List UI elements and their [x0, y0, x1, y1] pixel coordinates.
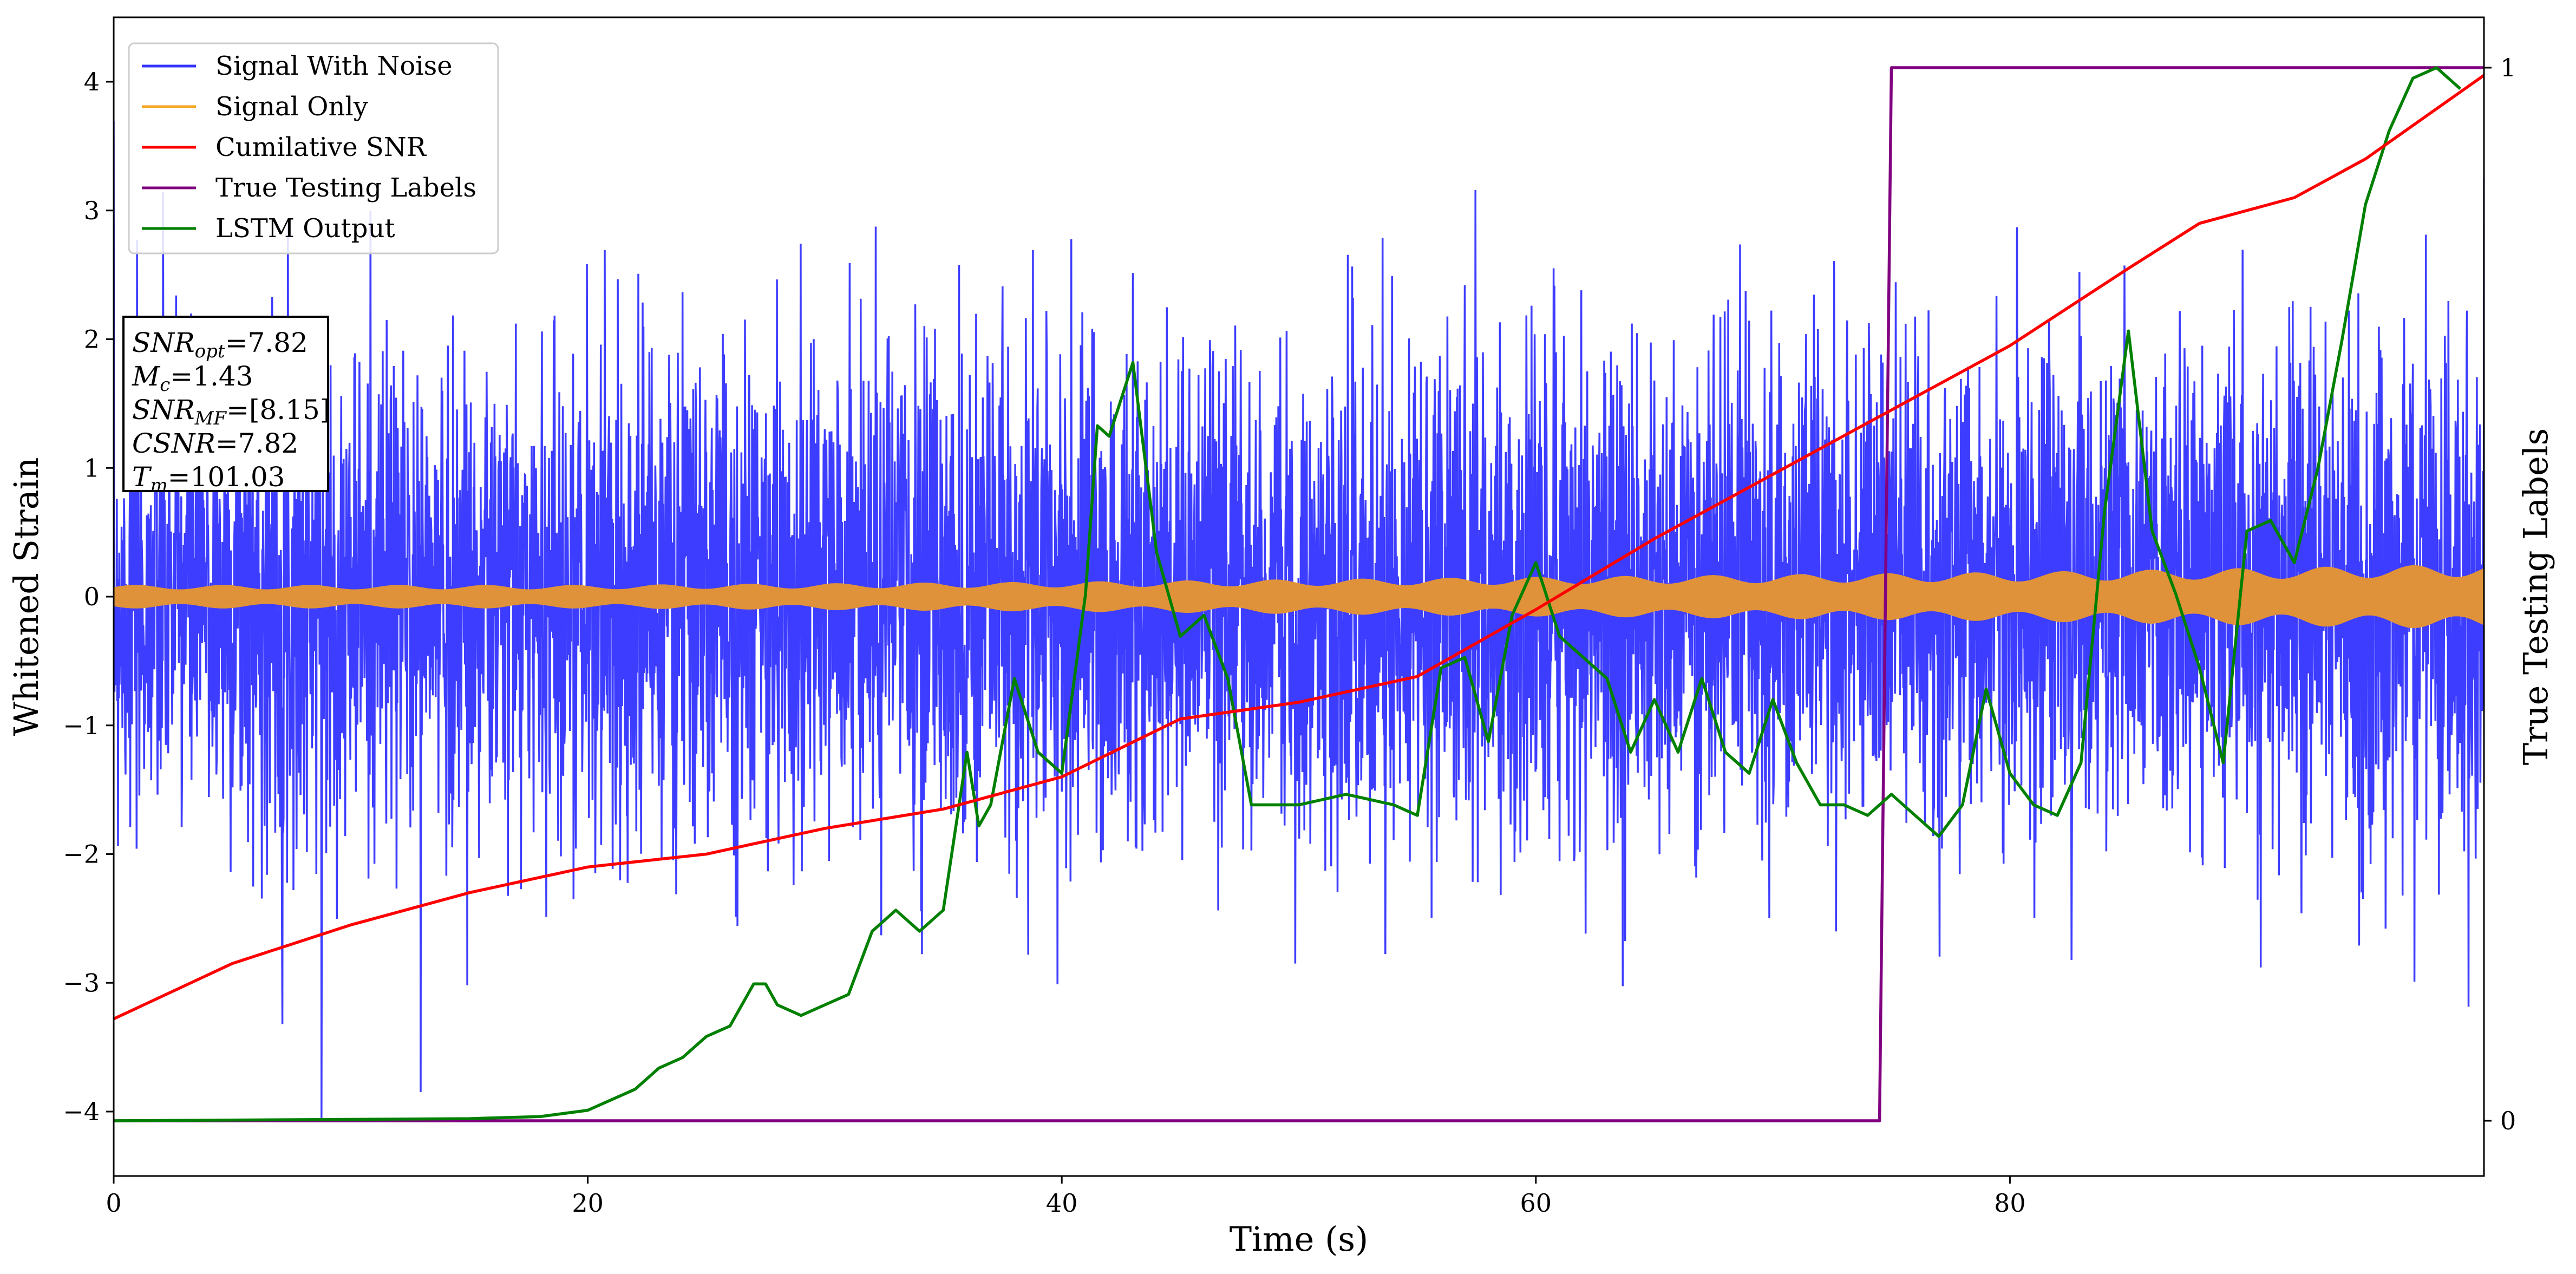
y2-tick-label: 1	[2500, 53, 2516, 82]
x-tick-label: 40	[1046, 1188, 1078, 1218]
info-snr-opt: SNRopt=7.82	[132, 327, 308, 362]
y2-axis-label: True Testing Labels	[2516, 428, 2555, 766]
legend-label-true-testing-labels: True Testing Labels	[215, 173, 476, 203]
y-tick-label: 0	[84, 582, 100, 611]
legend-label-cumilative-snr: Cumilative SNR	[215, 132, 427, 162]
plot-area	[114, 66, 2484, 1122]
info-csnr: CSNR=7.82	[132, 428, 298, 459]
signal-only-band	[114, 565, 2484, 629]
info-mc: Mc=1.43	[132, 361, 253, 396]
y-tick-label: −1	[63, 711, 100, 740]
y-tick-label: 3	[84, 196, 100, 225]
y-axis-label: Whitened Strain	[6, 458, 46, 736]
x-tick-label: 60	[1520, 1188, 1552, 1218]
y-tick-label: −2	[63, 840, 100, 869]
x-tick-label: 20	[572, 1188, 604, 1218]
line-series-layer	[114, 66, 2484, 1122]
x-tick-label: 80	[1994, 1188, 2026, 1218]
lstm-output-line	[114, 66, 2462, 1122]
y-tick-label: 1	[84, 453, 100, 482]
signal-only-series	[114, 565, 2484, 629]
y-tick-label: 4	[84, 67, 100, 96]
legend-label-signal-only: Signal Only	[215, 92, 368, 122]
info-tm: Tm=101.03	[132, 461, 285, 496]
legend: Signal With Noise Signal Only Cumilative…	[128, 42, 499, 254]
legend-box	[128, 42, 499, 254]
true-testing-labels-line	[114, 66, 2484, 1122]
x-axis-label: Time (s)	[1230, 1219, 1369, 1259]
y2-tick-label: 0	[2500, 1106, 2516, 1135]
y-tick-label: −3	[63, 968, 100, 997]
signal-with-noise-line	[114, 120, 2484, 1118]
info-box-frame	[122, 316, 329, 492]
cumilative-snr-line	[114, 74, 2484, 1021]
legend-label-signal-with-noise: Signal With Noise	[215, 51, 453, 81]
info-snr-mf: SNRMF=[8.15]	[132, 394, 330, 429]
y-tick-label: −4	[63, 1097, 100, 1126]
legend-label-lstm-output: LSTM Output	[215, 213, 395, 244]
snr-info-box: SNRopt=7.82 Mc=1.43 SNRMF=[8.15] CSNR=7.…	[122, 316, 330, 496]
x-tick-label: 0	[106, 1188, 121, 1218]
y-tick-label: 2	[84, 325, 100, 354]
signal-with-noise-series	[114, 120, 2484, 1118]
